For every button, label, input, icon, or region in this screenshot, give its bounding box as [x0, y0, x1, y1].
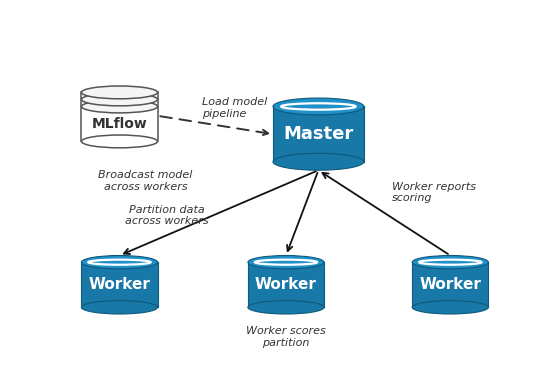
- Ellipse shape: [412, 256, 488, 269]
- Polygon shape: [273, 107, 364, 162]
- Text: Worker: Worker: [255, 277, 317, 292]
- Text: Worker reports
scoring: Worker reports scoring: [392, 181, 476, 203]
- Ellipse shape: [248, 256, 324, 269]
- Text: Worker scores
partition: Worker scores partition: [246, 326, 326, 348]
- Ellipse shape: [412, 301, 488, 314]
- Polygon shape: [248, 262, 324, 307]
- Ellipse shape: [273, 98, 364, 115]
- Text: Partition data
across workers: Partition data across workers: [125, 205, 209, 226]
- Polygon shape: [412, 262, 488, 307]
- Polygon shape: [81, 262, 157, 307]
- Ellipse shape: [81, 100, 157, 113]
- Ellipse shape: [248, 301, 324, 314]
- Ellipse shape: [81, 256, 157, 269]
- Text: MLflow: MLflow: [92, 117, 147, 131]
- Ellipse shape: [273, 153, 364, 170]
- Text: Worker: Worker: [420, 277, 481, 292]
- Ellipse shape: [81, 301, 157, 314]
- Polygon shape: [81, 107, 157, 141]
- Ellipse shape: [81, 86, 157, 99]
- Text: Load model
pipeline: Load model pipeline: [201, 97, 267, 119]
- Text: Master: Master: [283, 125, 354, 143]
- Text: Worker: Worker: [89, 277, 151, 292]
- Text: Broadcast model
across workers: Broadcast model across workers: [98, 170, 193, 192]
- Ellipse shape: [81, 135, 157, 148]
- Ellipse shape: [81, 93, 157, 106]
